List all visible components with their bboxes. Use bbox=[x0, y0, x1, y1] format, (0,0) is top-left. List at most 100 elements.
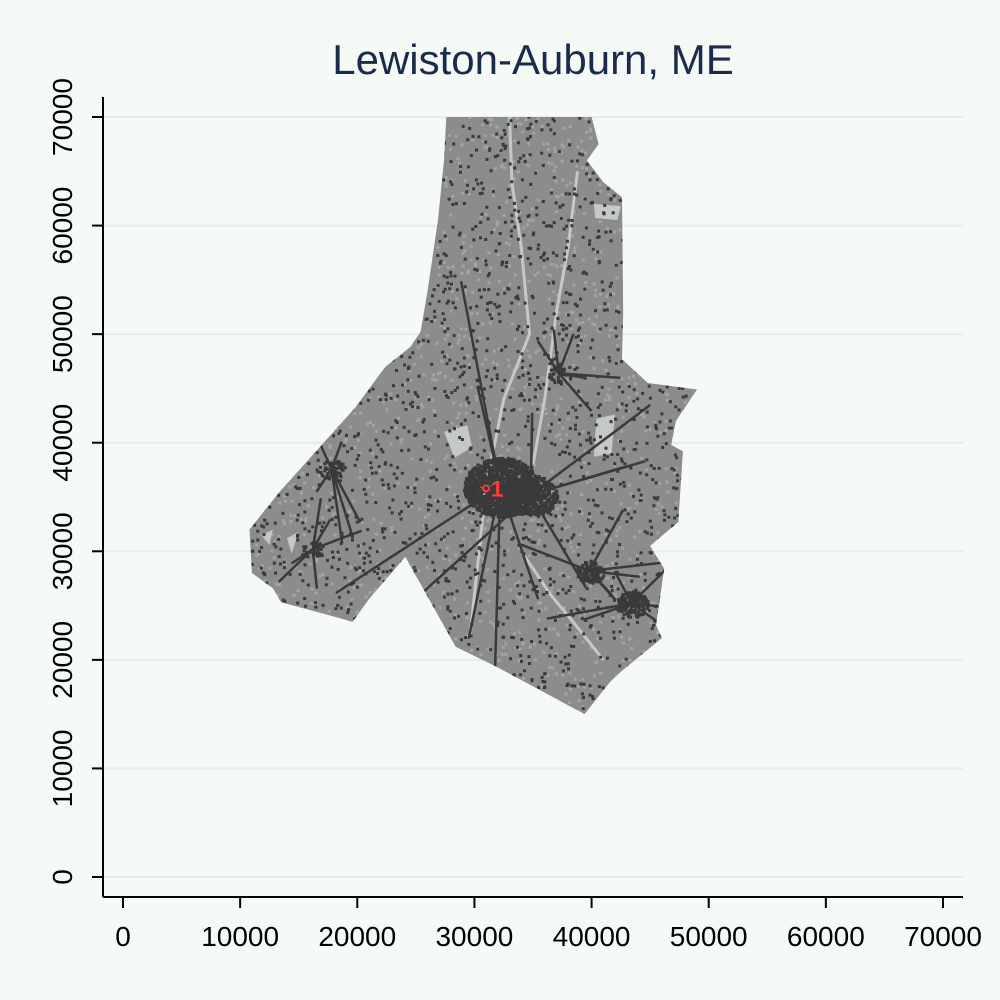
land-speckle bbox=[560, 264, 563, 268]
developed-cell bbox=[456, 499, 460, 503]
land-speckle bbox=[578, 393, 582, 397]
developed-cell bbox=[619, 699, 623, 703]
land-speckle bbox=[457, 161, 461, 165]
land-speckle bbox=[558, 572, 562, 576]
land-speckle bbox=[445, 237, 449, 241]
developed-cell bbox=[480, 181, 484, 185]
developed-cell bbox=[378, 229, 382, 233]
land-speckle bbox=[321, 476, 325, 480]
land-speckle bbox=[527, 142, 531, 146]
developed-cell bbox=[502, 635, 505, 639]
developed-cell bbox=[605, 308, 609, 312]
developed-cell bbox=[400, 355, 404, 359]
developed-cell bbox=[512, 201, 516, 205]
developed-cell bbox=[426, 239, 430, 242]
land-speckle bbox=[369, 622, 373, 626]
developed-cell bbox=[345, 245, 349, 249]
developed-cell bbox=[320, 697, 324, 701]
land-speckle bbox=[332, 203, 336, 207]
land-speckle bbox=[276, 593, 280, 597]
developed-cell bbox=[670, 227, 674, 231]
land-speckle bbox=[375, 667, 379, 671]
developed-cell bbox=[673, 681, 677, 685]
developed-cell bbox=[645, 531, 649, 535]
developed-cell bbox=[591, 498, 595, 502]
land-speckle bbox=[569, 541, 573, 545]
river bbox=[520, 550, 605, 661]
developed-cell bbox=[510, 409, 514, 412]
developed-cell bbox=[445, 488, 449, 492]
land-speckle bbox=[293, 514, 297, 518]
land-speckle bbox=[599, 189, 603, 193]
land-speckle bbox=[494, 407, 498, 411]
developed-cell bbox=[417, 374, 421, 378]
land-speckle bbox=[359, 371, 363, 374]
land-speckle bbox=[362, 236, 366, 240]
developed-cell bbox=[417, 307, 421, 311]
developed-cell bbox=[469, 576, 473, 580]
developed-cell bbox=[439, 132, 443, 135]
land-speckle bbox=[303, 256, 307, 259]
developed-cell bbox=[288, 291, 292, 295]
developed-cell bbox=[448, 342, 452, 346]
developed-cell bbox=[355, 680, 359, 684]
developed-cell bbox=[680, 349, 684, 353]
developed-cell bbox=[526, 419, 530, 423]
developed-cell bbox=[577, 542, 581, 546]
developed-cell bbox=[568, 265, 571, 268]
urban-cell bbox=[483, 510, 487, 514]
developed-cell bbox=[366, 317, 370, 321]
developed-cell bbox=[473, 568, 477, 572]
developed-cell bbox=[396, 632, 400, 636]
developed-cell bbox=[386, 232, 390, 236]
developed-cell bbox=[245, 245, 248, 248]
land-speckle bbox=[678, 291, 682, 295]
developed-cell bbox=[431, 240, 435, 243]
developed-cell bbox=[335, 268, 339, 272]
developed-cell bbox=[290, 247, 293, 251]
developed-cell bbox=[407, 365, 411, 369]
land-speckle bbox=[700, 567, 703, 570]
developed-cell bbox=[517, 209, 521, 213]
developed-cell bbox=[621, 152, 625, 156]
land-speckle bbox=[304, 517, 308, 521]
land-speckle bbox=[408, 369, 412, 373]
land-speckle bbox=[499, 165, 503, 169]
developed-cell bbox=[357, 453, 361, 457]
developed-cell bbox=[339, 681, 343, 685]
developed-cell bbox=[337, 342, 341, 345]
developed-cell bbox=[500, 526, 504, 530]
developed-cell bbox=[363, 271, 367, 275]
developed-cell bbox=[322, 628, 326, 632]
land-speckle bbox=[318, 574, 322, 578]
land-speckle bbox=[621, 659, 625, 663]
developed-cell bbox=[260, 369, 264, 373]
developed-cell bbox=[259, 132, 263, 136]
land-speckle bbox=[465, 601, 469, 605]
developed-cell bbox=[377, 231, 380, 235]
developed-cell bbox=[339, 132, 343, 135]
developed-cell bbox=[425, 317, 429, 321]
land-speckle bbox=[683, 434, 686, 438]
land-speckle bbox=[607, 387, 611, 391]
land-speckle bbox=[661, 181, 665, 185]
land-speckle bbox=[684, 552, 688, 556]
land-speckle bbox=[692, 189, 696, 193]
developed-cell bbox=[259, 284, 262, 288]
developed-cell bbox=[283, 650, 286, 654]
land-speckle bbox=[589, 136, 593, 140]
developed-cell bbox=[436, 509, 439, 513]
developed-cell bbox=[486, 369, 490, 373]
developed-cell bbox=[650, 186, 653, 190]
land-speckle bbox=[241, 510, 244, 513]
land-speckle bbox=[422, 373, 426, 377]
land-speckle bbox=[506, 448, 510, 452]
developed-cell bbox=[450, 592, 454, 596]
land-speckle bbox=[453, 613, 457, 617]
land-speckle bbox=[687, 353, 691, 357]
land-speckle bbox=[619, 502, 623, 506]
developed-cell bbox=[418, 313, 422, 317]
developed-cell bbox=[346, 241, 350, 245]
developed-cell bbox=[472, 187, 476, 191]
developed-cell bbox=[658, 538, 662, 541]
